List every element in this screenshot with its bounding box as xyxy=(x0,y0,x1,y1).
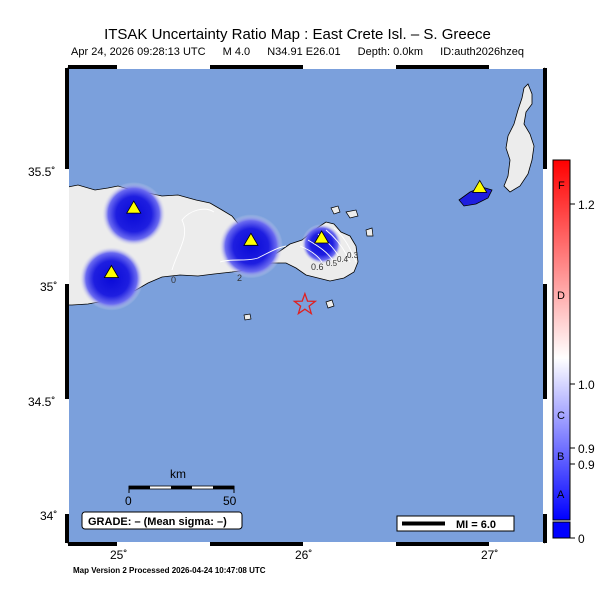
event-magnitude: M 4.0 xyxy=(222,46,251,58)
event-id: ID:auth2026hzeq xyxy=(440,46,524,58)
contour-label: 0.4 xyxy=(337,255,349,264)
karpathos-island xyxy=(503,83,535,193)
islet xyxy=(243,313,252,321)
station-marker-icon[interactable] xyxy=(103,264,120,278)
grade-F: F xyxy=(558,180,565,192)
station-marker-icon[interactable] xyxy=(313,230,330,244)
sea-area xyxy=(68,68,544,543)
lon-label-26: 26˚ xyxy=(295,548,312,562)
grade-text: GRADE: – (Mean sigma: –) xyxy=(88,516,227,528)
map-title: ITSAK Uncertainty Ratio Map : East Crete… xyxy=(104,26,491,43)
contour-label: 0.5 xyxy=(326,259,338,268)
scale-start: 0 xyxy=(125,494,132,508)
frame-ticks xyxy=(65,65,547,546)
station-uncertainty-zone xyxy=(79,246,144,311)
islet xyxy=(330,205,341,215)
epicenter-star-icon[interactable] xyxy=(292,291,318,316)
event-info: Apr 24, 2026 09:28:13 UTC M 4.0 N34.91 E… xyxy=(0,46,595,58)
contour-label: 0 xyxy=(171,275,176,285)
lon-label-27: 27˚ xyxy=(481,548,498,562)
event-depth: Depth: 0.0km xyxy=(357,46,424,58)
islet xyxy=(365,227,374,237)
grade-box: GRADE: – (Mean sigma: –) xyxy=(81,511,243,530)
contour-label: 0.3 xyxy=(347,251,359,260)
colorbar-value-top: 1.2 xyxy=(578,198,595,212)
lat-label-35: 35˚ xyxy=(40,280,57,294)
scale-unit: km xyxy=(170,467,186,481)
footer-note: Map Version 2 Processed 2026-04-24 10:47… xyxy=(73,566,266,575)
grade-C: C xyxy=(557,410,565,422)
colorbar: F D C B A 1.2 1.0 0.9 0.9 0 xyxy=(552,159,595,546)
colorbar-zero-swatch xyxy=(552,521,571,539)
contour-line xyxy=(219,245,287,263)
station-marker-icon[interactable] xyxy=(472,179,488,193)
colorbar-value-zero: 0 xyxy=(578,532,585,546)
station-marker-icon[interactable] xyxy=(243,232,259,246)
grade-D: D xyxy=(557,290,565,302)
mi-text: MI = 6.0 xyxy=(456,519,496,531)
mi-legend: MI = 6.0 xyxy=(396,515,515,532)
lat-label-34: 34˚ xyxy=(40,509,57,523)
station-uncertainty-zone xyxy=(101,182,166,247)
station-uncertainty-zone xyxy=(218,214,283,279)
colorbar-value-b1: 0.9 xyxy=(578,442,595,456)
lat-label-34.5: 34.5˚ xyxy=(28,395,55,409)
contour-label: 2 xyxy=(237,273,242,283)
islet xyxy=(325,299,335,309)
station-marker-icon[interactable] xyxy=(126,200,142,214)
event-coords: N34.91 E26.01 xyxy=(267,46,341,58)
colorbar-value-b2: 0.9 xyxy=(578,458,595,472)
station-uncertainty-zone xyxy=(301,224,342,264)
colorbar-value-mid: 1.0 xyxy=(578,378,595,392)
scale-bar: km 0 50 xyxy=(125,467,237,508)
contour-line xyxy=(171,208,215,271)
lat-label-35.5: 35.5˚ xyxy=(28,165,55,179)
contour-label: 0.6 xyxy=(311,262,324,272)
grade-A: A xyxy=(557,489,565,501)
lon-label-25: 25˚ xyxy=(110,548,127,562)
event-date: Apr 24, 2026 09:28:13 UTC xyxy=(71,46,206,58)
scale-end: 50 xyxy=(223,494,237,508)
grade-B: B xyxy=(557,451,564,463)
islet xyxy=(345,209,359,219)
